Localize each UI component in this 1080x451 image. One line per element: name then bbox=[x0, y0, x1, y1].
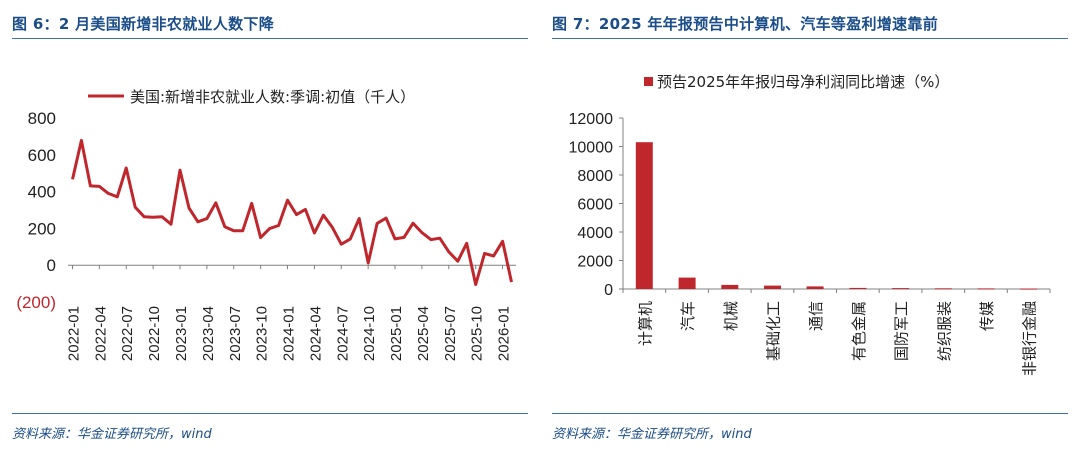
bar-y-tick-label: 8000 bbox=[577, 168, 613, 185]
line-y-tick-label: (200) bbox=[16, 293, 56, 312]
line-x-tick-label: 2022-04 bbox=[92, 306, 109, 361]
bar-3 bbox=[764, 285, 781, 289]
bar-y-tick-label: 2000 bbox=[577, 254, 613, 271]
line-x-tick-label: 2023-04 bbox=[200, 306, 217, 361]
bar-legend-swatch bbox=[644, 77, 653, 86]
line-x-tick-label: 2025-01 bbox=[388, 306, 405, 361]
line-y-tick-label: 0 bbox=[47, 256, 56, 275]
line-x-tick-label: 2023-01 bbox=[173, 306, 190, 361]
right-source-divider bbox=[552, 413, 1068, 414]
bar-4 bbox=[806, 286, 824, 289]
bar-1 bbox=[678, 277, 696, 289]
right-source-note: 资料来源：华金证券研究所，wind bbox=[552, 427, 752, 442]
left-figure-title: 图 6：2 月美国新增非农就业人数下降 bbox=[12, 15, 275, 33]
line-x-tick-label: 2026-01 bbox=[496, 306, 513, 361]
line-x-tick-label: 2025-10 bbox=[469, 306, 486, 361]
line-x-tick-label: 2023-07 bbox=[227, 306, 244, 361]
line-legend-label: 美国:新增非农就业人数:季调:初值（千人） bbox=[130, 88, 415, 106]
left-source-divider bbox=[12, 413, 528, 414]
line-y-tick-label: 200 bbox=[28, 219, 56, 238]
line-x-tick-label: 2024-10 bbox=[361, 306, 378, 361]
bar-category-label: 基础化工 bbox=[764, 301, 782, 361]
nonfarm-line-chart: 美国:新增非农就业人数:季调:初值（千人） 800 600 400 200 0 (200) 2… bbox=[16, 88, 516, 361]
bar-category-label: 计算机 bbox=[636, 301, 654, 346]
bar-y-tick-label: 6000 bbox=[577, 197, 613, 214]
bar-9 bbox=[1020, 288, 1038, 290]
line-x-tick-label: 2024-04 bbox=[307, 306, 324, 361]
line-x-tick-label: 2023-10 bbox=[254, 306, 271, 361]
bar-category-label: 机械 bbox=[722, 301, 740, 331]
bar-8 bbox=[977, 288, 995, 290]
line-y-tick-label: 600 bbox=[28, 146, 56, 165]
line-x-tick-label: 2024-07 bbox=[334, 306, 351, 361]
right-figure-title: 图 7：2025 年年报预告中计算机、汽车等盈利增速靠前 bbox=[552, 15, 939, 33]
bar-y-tick-label: 10000 bbox=[569, 140, 614, 157]
line-y-tick-label: 400 bbox=[28, 183, 56, 202]
bar-0 bbox=[635, 142, 653, 289]
bar-category-label: 国防军工 bbox=[893, 301, 911, 361]
right-figure-panel: 图 7：2025 年年报预告中计算机、汽车等盈利增速靠前 预告2025年年报归母… bbox=[540, 0, 1080, 451]
bar-y-tick-label: 4000 bbox=[577, 225, 613, 242]
nonfarm-payrolls-series-line bbox=[71, 138, 513, 286]
bar-2 bbox=[721, 284, 739, 289]
bar-category-label: 纺织服装 bbox=[935, 301, 953, 361]
bar-category-label: 传媒 bbox=[978, 301, 996, 331]
line-y-tick-label: 800 bbox=[28, 109, 56, 128]
bar-y-tick-label: 0 bbox=[604, 282, 613, 299]
bar-category-label: 非银行金融 bbox=[1021, 301, 1039, 376]
bar-category-label: 通信 bbox=[807, 301, 825, 331]
bar-category-label: 有色金属 bbox=[850, 301, 868, 361]
bar-6 bbox=[892, 288, 910, 290]
right-title-divider bbox=[552, 38, 1068, 39]
line-x-tick-label: 2025-04 bbox=[415, 306, 432, 361]
left-figure-panel: 图 6：2 月美国新增非农就业人数下降 美国:新增非农就业人数:季调:初值（千人… bbox=[12, 15, 528, 442]
left-title-divider bbox=[12, 38, 528, 39]
line-x-tick-label: 2022-10 bbox=[146, 306, 163, 361]
bar-5 bbox=[849, 287, 867, 289]
bar-7 bbox=[934, 288, 952, 290]
line-x-tick-label: 2022-01 bbox=[65, 306, 82, 361]
line-x-tick-label: 2025-07 bbox=[442, 306, 459, 361]
bar-legend-label: 预告2025年年报归母净利润同比增速（%） bbox=[657, 73, 949, 91]
line-x-tick-label: 2024-01 bbox=[281, 306, 298, 361]
left-source-note: 资料来源：华金证券研究所，wind bbox=[12, 427, 212, 442]
line-x-tick-label: 2022-07 bbox=[119, 306, 136, 361]
profit-growth-bar-chart: 预告2025年年报归母净利润同比增速（%） 12000 10000 8000 6000 4… bbox=[569, 73, 1051, 376]
bar-category-label: 汽车 bbox=[679, 301, 697, 331]
bar-y-tick-label: 12000 bbox=[569, 111, 614, 128]
